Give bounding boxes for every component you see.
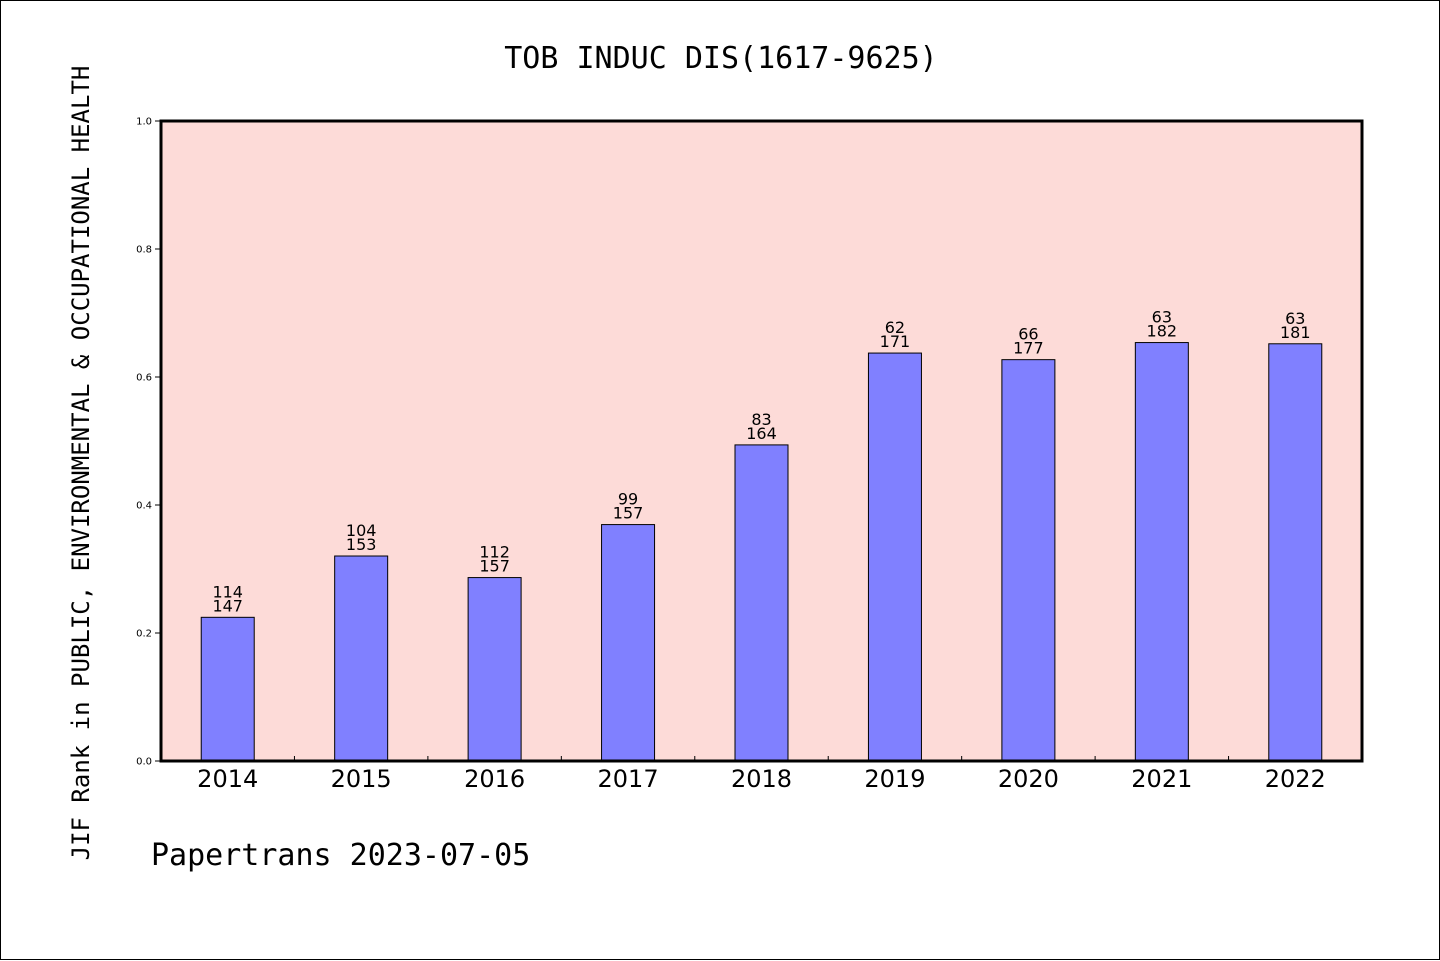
bar-rank-label: 114 [212,582,243,601]
x-tick-label: 2015 [331,765,392,793]
bar-rank-label: 104 [346,521,377,540]
bar-2019 [867,352,922,762]
bar-rank-label: 83 [751,410,771,429]
bar-2021 [1134,342,1189,762]
bar-2020 [1001,359,1056,762]
x-tick-label: 2016 [464,765,525,793]
y-tick-label: 0.4 [136,501,152,512]
bar-total-label: 147 [212,596,243,615]
bar-total-label: 157 [613,504,644,523]
bar-2016 [467,577,522,762]
bar-total-label: 181 [1280,323,1311,342]
x-tick-label: 2018 [731,765,792,793]
plot-border [159,119,1364,763]
y-ticks-layer: 0.0 0.2 0.4 0.6 0.8 1.0 [136,117,161,768]
x-tick-label: 2017 [598,765,659,793]
bar-rank-label: 112 [479,543,510,562]
y-tick-label: 1.0 [136,117,152,128]
bar-rank-label: 66 [1018,325,1038,344]
x-ticks-layer: 2014 2015 2016 2017 2018 2019 2020 2021 2022 [197,756,1326,793]
bar-rank-label: 63 [1285,309,1305,328]
bar-total-label: 157 [479,557,510,576]
bar-total-label: 153 [346,535,377,554]
y-axis-label: JIF Rank in PUBLIC, ENVIRONMENTAL & OCCU… [67,66,95,861]
y-tick-label: 0.2 [136,629,152,640]
bar-rank-label: 99 [618,490,638,509]
bar-total-label: 177 [1013,339,1044,358]
bars-layer [200,342,1323,762]
bar-2017 [601,524,656,762]
y-tick-label: 0.0 [136,757,152,768]
bar-2015 [334,555,389,762]
bar-2014 [200,616,255,762]
x-tick-label: 2014 [197,765,258,793]
x-tick-label: 2022 [1265,765,1326,793]
y-tick-label: 0.6 [136,373,152,384]
bar-2018 [734,444,789,762]
bar-rank-label: 62 [885,318,905,337]
bar-total-label: 182 [1147,322,1178,341]
y-tick-label: 0.8 [136,245,152,256]
chart-title: TOB INDUC DIS(1617-9625) [504,41,937,76]
bar-total-label: 164 [746,424,777,443]
x-tick-label: 2019 [864,765,925,793]
bar-total-label: 171 [880,332,911,351]
x-tick-label: 2021 [1131,765,1192,793]
x-tick-label: 2020 [998,765,1059,793]
bar-rank-label: 63 [1152,308,1172,327]
footer-credit: Papertrans 2023-07-05 [151,838,530,873]
bar-2022 [1268,343,1323,762]
